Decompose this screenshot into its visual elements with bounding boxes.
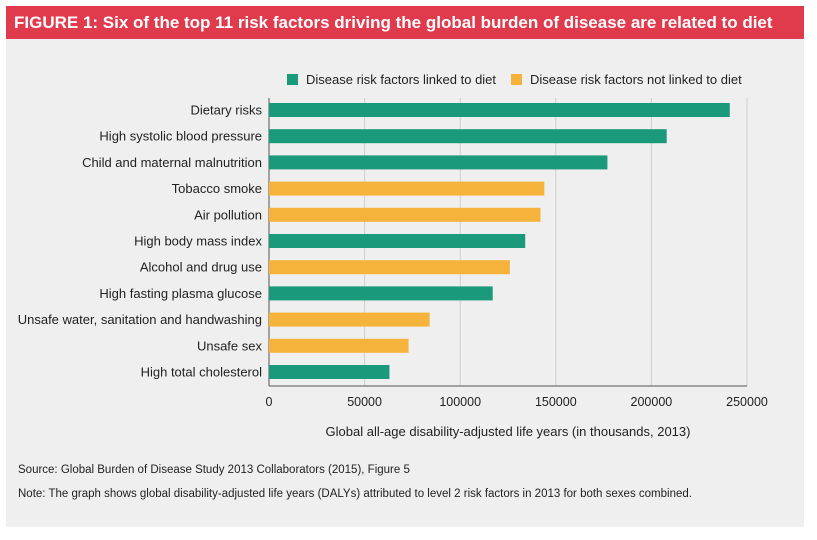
x-tick-label: 250000 — [726, 395, 768, 409]
x-tick-label: 100000 — [439, 395, 481, 409]
legend-label-diet: Disease risk factors linked to diet — [306, 71, 497, 87]
bar — [269, 181, 545, 196]
legend-item-not-diet: Disease risk factors not linked to diet — [511, 71, 742, 87]
category-label: Tobacco smoke — [172, 181, 262, 196]
category-label: Alcohol and drug use — [140, 260, 262, 275]
footnote: Note: The graph shows global disability-… — [18, 488, 692, 500]
legend-item-diet: Disease risk factors linked to diet — [287, 71, 497, 87]
bar — [269, 103, 730, 117]
bar — [269, 129, 667, 144]
legend-label-not-diet: Disease risk factors not linked to diet — [530, 71, 742, 87]
category-label: Child and maternal malnutrition — [82, 155, 262, 170]
source-note: Source: Global Burden of Disease Study 2… — [18, 464, 410, 476]
bar — [269, 260, 510, 275]
category-label: High body mass index — [134, 234, 262, 249]
category-label: High total cholesterol — [141, 365, 263, 380]
figure-title: FIGURE 1: Six of the top 11 risk factors… — [6, 6, 804, 39]
chart-panel — [6, 39, 804, 527]
bar — [269, 207, 541, 222]
category-label: Unsafe sex — [197, 338, 263, 353]
category-label: Air pollution — [194, 207, 262, 222]
category-label: High fasting plasma glucose — [99, 286, 262, 301]
bar — [269, 312, 430, 327]
legend-swatch-diet — [287, 73, 298, 85]
category-label: Unsafe water, sanitation and handwashing — [18, 312, 262, 327]
bar — [269, 338, 409, 353]
x-tick-label: 50000 — [347, 395, 382, 409]
bar — [269, 365, 390, 379]
x-axis-label: Global all-age disability-adjusted life … — [326, 424, 691, 439]
bar — [269, 286, 493, 301]
legend-swatch-not-diet — [511, 73, 522, 85]
bar — [269, 234, 526, 248]
bar — [269, 155, 608, 170]
category-label: High systolic blood pressure — [99, 129, 262, 144]
x-tick-label: 150000 — [535, 395, 577, 409]
category-label: Dietary risks — [190, 103, 262, 118]
x-tick-label: 200000 — [631, 395, 673, 409]
x-tick-label: 0 — [266, 395, 273, 409]
